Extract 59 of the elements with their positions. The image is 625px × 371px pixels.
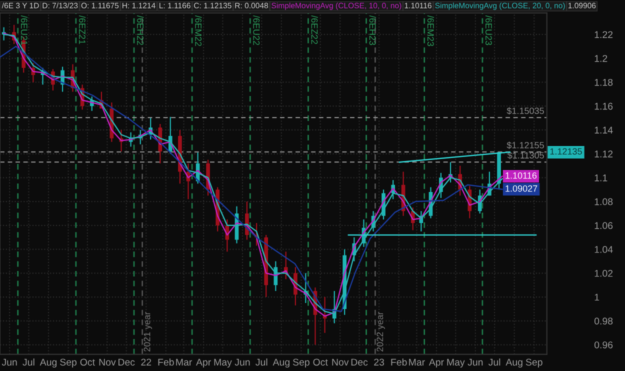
x-tick-label: Jun	[468, 358, 483, 366]
ref-line-label: $1.15035	[506, 107, 544, 115]
x-tick-label: Mar	[409, 358, 425, 366]
x-tick-label: Dec	[118, 358, 135, 366]
ref-line-label: /6EU22	[253, 15, 260, 46]
y-tick-label: 0.98	[594, 318, 613, 325]
y-tick-label: 1	[594, 294, 600, 301]
y-tick-label: 1.04	[594, 246, 613, 253]
ref-line-label: /6EM22	[195, 15, 202, 46]
ref-line-label: /6EZ21	[79, 15, 86, 44]
x-tick-label: Feb	[391, 358, 407, 366]
ref-line-label: /6EH23	[369, 15, 376, 46]
data-label: 1.10116	[506, 172, 537, 179]
y-tick-label: 1.16	[594, 102, 613, 110]
y-tick-label: 1.14	[594, 126, 613, 134]
x-tick-label: Oct	[80, 358, 95, 366]
x-tick-label: 22	[141, 358, 152, 366]
y-tick-label: 1.18	[594, 78, 613, 86]
x-tick-label: Jul	[22, 358, 34, 366]
x-tick-label: Sep	[60, 358, 77, 368]
ref-line-label: 2021 year	[144, 312, 152, 352]
x-tick-label: Apr	[196, 358, 211, 368]
x-tick-label: Aug	[40, 358, 57, 368]
x-tick-label: Jun	[234, 358, 250, 366]
y-tick-label: 1.06	[594, 222, 613, 230]
y-tick-label: 1.02	[594, 270, 613, 277]
y-tick-label: 1.08	[594, 198, 613, 206]
ref-line-label: $1.12155	[506, 142, 544, 149]
ref-line-label: /6EU23	[485, 15, 492, 46]
y-tick-label: 1.22	[594, 31, 613, 38]
x-tick-label: Jun	[2, 358, 17, 366]
y-tick-label: 1.12	[594, 150, 613, 158]
y-tick-label: 1.1	[594, 174, 608, 182]
x-tick-label: Sep	[526, 358, 542, 368]
x-tick-label: Oct	[313, 358, 328, 366]
x-tick-label: Jul	[256, 358, 268, 366]
x-tick-label: Aug	[506, 358, 522, 368]
x-tick-label: May	[214, 358, 232, 368]
ref-line-label: 2022 year	[376, 312, 385, 352]
x-tick-label: Dec	[351, 358, 368, 366]
x-tick-label: Feb	[158, 358, 174, 366]
x-tick-label: Nov	[99, 358, 116, 366]
x-tick-label: Nov	[332, 358, 349, 366]
ref-line-label: /6EU21	[20, 15, 28, 46]
ref-line-label: /6EM23	[427, 15, 434, 46]
x-tick-label: Apr	[428, 358, 444, 368]
x-tick-label: May	[447, 358, 465, 368]
y-tick-label: 1.2	[594, 55, 608, 62]
ref-line-label: /6EZ22	[311, 15, 318, 44]
text: 1.12135	[550, 148, 582, 155]
x-tick-label: Aug	[272, 358, 290, 368]
ref-line-label: $1.11305	[507, 152, 544, 160]
y-tick-label: 0.96	[594, 341, 613, 348]
data-label: 1.09027	[506, 185, 538, 192]
ref-line-label: /6EH22	[137, 15, 144, 46]
x-tick-label: Mar	[176, 358, 192, 366]
x-tick-label: Jul	[488, 358, 500, 366]
x-tick-label: 23	[374, 358, 384, 366]
x-tick-label: Sep	[292, 358, 310, 368]
